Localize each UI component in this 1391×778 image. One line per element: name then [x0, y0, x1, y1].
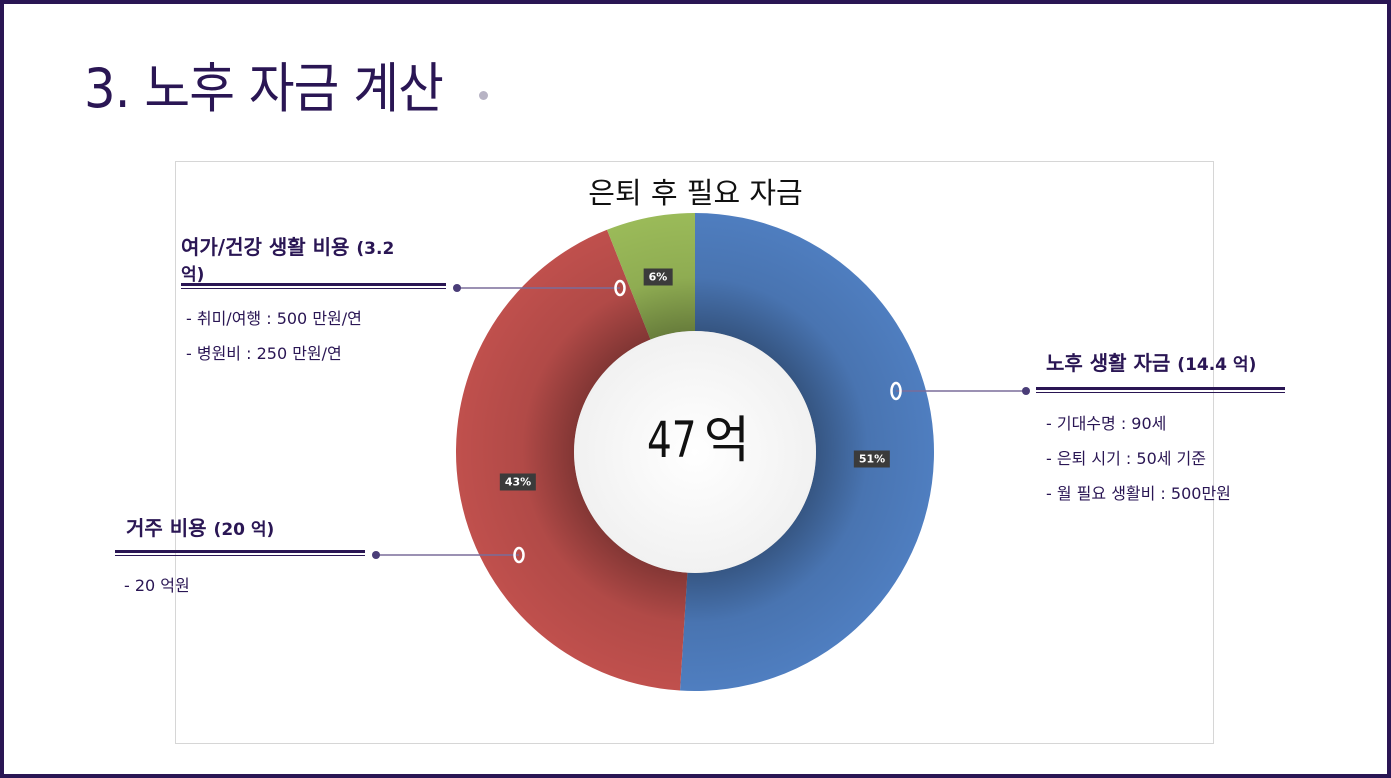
leader-anchor-leisure: [614, 279, 626, 297]
callout-housing-title: 거주 비용 (20 억): [126, 516, 275, 540]
data-label-housing: 43%: [499, 473, 537, 491]
leader-dot-housing: [372, 551, 380, 559]
callout-leisure-rule: [181, 283, 446, 289]
leader-anchor-housing: [513, 546, 525, 564]
callout-housing-details: - 20 억원: [124, 572, 190, 607]
leader-lines: [372, 279, 1030, 564]
donut-center-total: 47 억: [647, 411, 750, 469]
data-label-leisure: 6%: [643, 268, 673, 286]
leader-dot-leisure: [453, 284, 461, 292]
callout-living-details: - 기대수명 : 90세 - 은퇴 시기 : 50세 기준 - 월 필요 생활비…: [1046, 410, 1231, 515]
detail-item: - 병원비 : 250 만원/연: [186, 344, 342, 363]
title-dot-decoration: [479, 91, 488, 100]
detail-item: - 기대수명 : 90세: [1046, 414, 1167, 433]
callout-living-rule: [1036, 387, 1285, 393]
donut-hole: [574, 331, 816, 573]
detail-item: - 취미/여행 : 500 만원/연: [186, 309, 362, 328]
data-label-living: 51%: [853, 450, 891, 468]
detail-item: - 월 필요 생활비 : 500만원: [1046, 484, 1231, 503]
leader-dot-living: [1022, 387, 1030, 395]
detail-item: - 20 억원: [124, 576, 190, 595]
callout-living-title: 노후 생활 자금 (14.4 억): [1046, 351, 1257, 375]
detail-item: - 은퇴 시기 : 50세 기준: [1046, 449, 1206, 468]
callout-housing-rule: [115, 550, 365, 556]
callout-leisure-details: - 취미/여행 : 500 만원/연 - 병원비 : 250 만원/연: [186, 305, 362, 375]
leader-anchor-living: [890, 381, 902, 401]
callout-leisure-title: 여가/건강 생활 비용 (3.2 억): [181, 235, 395, 286]
slide-title: 3. 노후 자금 계산: [84, 57, 444, 120]
chart-title: 은퇴 후 필요 자금: [588, 176, 803, 210]
